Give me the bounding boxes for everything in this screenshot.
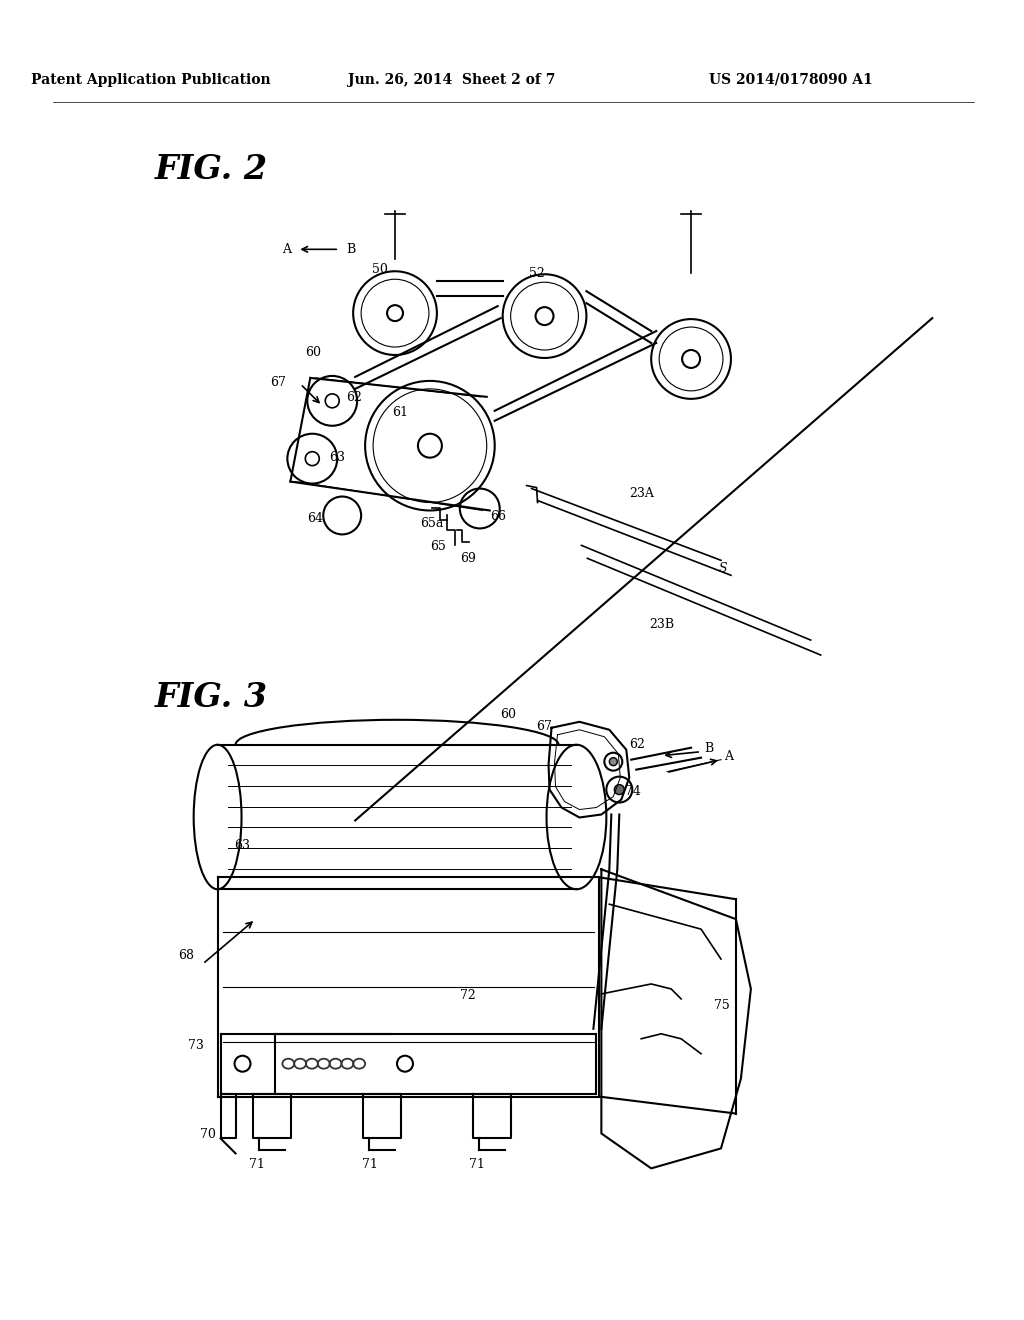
Text: 63: 63 xyxy=(234,840,251,853)
Text: FIG. 2: FIG. 2 xyxy=(155,153,268,186)
Text: 64: 64 xyxy=(307,512,324,525)
Circle shape xyxy=(614,784,625,795)
Text: 67: 67 xyxy=(537,719,552,733)
Text: S: S xyxy=(719,562,728,576)
Text: B: B xyxy=(346,243,355,256)
Text: 71: 71 xyxy=(362,1159,378,1171)
Text: 63: 63 xyxy=(330,450,345,463)
Text: 65: 65 xyxy=(430,540,445,553)
Text: 23A: 23A xyxy=(630,487,654,499)
Text: 73: 73 xyxy=(187,1039,204,1052)
Text: 61: 61 xyxy=(392,405,408,418)
Text: US 2014/0178090 A1: US 2014/0178090 A1 xyxy=(709,73,872,87)
Circle shape xyxy=(609,758,617,766)
Text: 66: 66 xyxy=(489,511,506,524)
Text: 62: 62 xyxy=(630,738,645,751)
Text: Jun. 26, 2014  Sheet 2 of 7: Jun. 26, 2014 Sheet 2 of 7 xyxy=(348,73,556,87)
Text: 70: 70 xyxy=(200,1129,215,1142)
Text: 68: 68 xyxy=(178,949,194,962)
Text: 52: 52 xyxy=(528,267,545,280)
Text: 60: 60 xyxy=(500,708,516,721)
Text: 62: 62 xyxy=(346,391,362,404)
Text: 60: 60 xyxy=(305,346,322,359)
Text: 23B: 23B xyxy=(649,618,675,631)
Text: A: A xyxy=(283,243,292,256)
Text: 69: 69 xyxy=(460,552,476,565)
Text: 71: 71 xyxy=(250,1159,265,1171)
Text: 50: 50 xyxy=(372,263,388,276)
Text: B: B xyxy=(705,742,714,755)
Text: 71: 71 xyxy=(469,1159,484,1171)
Text: 65a: 65a xyxy=(420,517,443,531)
Text: 67: 67 xyxy=(270,376,287,389)
Text: Patent Application Publication: Patent Application Publication xyxy=(31,73,270,87)
Text: 72: 72 xyxy=(460,989,475,1002)
Text: A: A xyxy=(724,750,733,763)
Text: 74: 74 xyxy=(626,784,641,797)
Text: FIG. 3: FIG. 3 xyxy=(155,681,268,714)
Text: 75: 75 xyxy=(714,999,730,1012)
